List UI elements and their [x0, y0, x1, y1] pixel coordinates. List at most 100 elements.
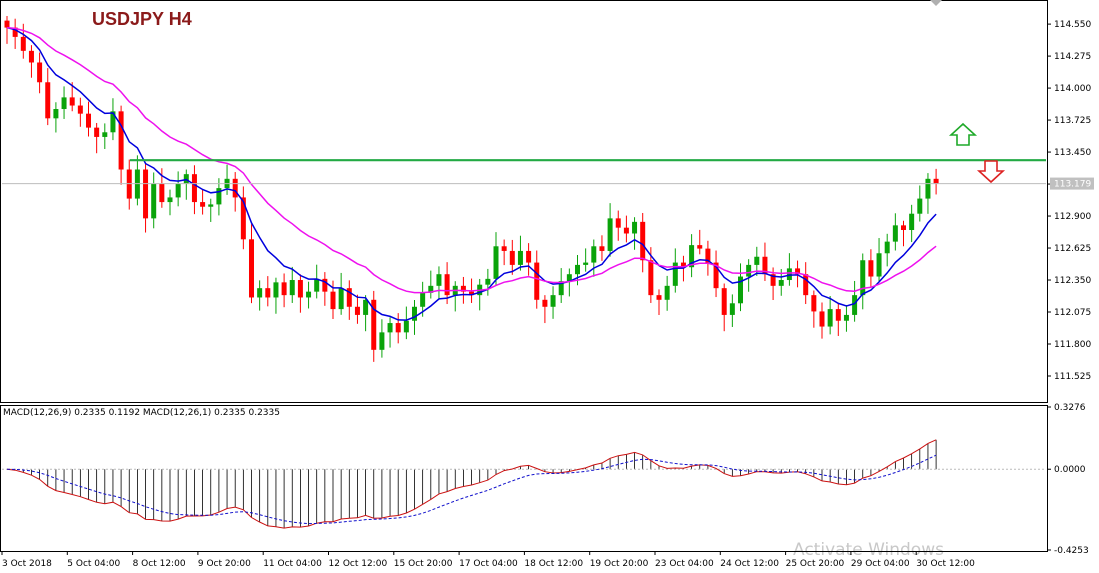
candle-body	[322, 278, 328, 292]
candle	[583, 248, 589, 272]
candle	[933, 168, 939, 195]
candle	[134, 155, 140, 206]
candle-body	[420, 292, 426, 307]
candle-body	[37, 62, 43, 83]
candle	[509, 239, 515, 275]
time-tick-label: 3 Oct 2018	[2, 559, 52, 569]
candle-body	[607, 218, 613, 251]
main-pane	[0, 0, 1048, 403]
candle-body	[208, 204, 214, 207]
candle-body	[200, 202, 206, 207]
candle-body	[746, 264, 752, 277]
candle-body	[436, 274, 442, 286]
candle-body	[151, 183, 157, 219]
candle-body	[110, 111, 116, 133]
candle	[713, 250, 719, 298]
candle	[892, 213, 898, 251]
candle	[493, 232, 499, 286]
candle	[860, 253, 866, 310]
candle-body	[721, 288, 727, 315]
candle	[901, 220, 906, 247]
candle	[45, 68, 51, 126]
candle	[354, 294, 360, 324]
activate-windows-watermark: Activate Windows	[793, 540, 944, 560]
candle	[599, 235, 605, 261]
candle	[224, 164, 230, 195]
candle-body	[346, 288, 352, 307]
candle	[428, 270, 434, 299]
candle-body	[395, 323, 401, 333]
time-tick-label: 30 Oct 12:00	[916, 559, 975, 569]
candle-body	[306, 291, 312, 298]
candle	[501, 239, 507, 266]
candle	[550, 286, 556, 319]
candle-body	[45, 82, 51, 119]
candle	[811, 290, 817, 328]
up-arrow-icon	[948, 122, 978, 146]
candle	[53, 102, 59, 133]
candle-body	[338, 288, 344, 310]
candle	[265, 276, 271, 307]
fast-moving-average-line	[6, 26, 937, 321]
time-tick-label: 19 Oct 20:00	[590, 559, 649, 569]
candle-body	[77, 105, 83, 114]
candle-body	[680, 262, 686, 268]
candle-body	[575, 264, 580, 275]
candle-body	[517, 250, 523, 265]
candle	[697, 229, 703, 255]
candle-body	[770, 274, 776, 286]
candle-body	[754, 256, 760, 265]
scroll-marker-icon[interactable]	[930, 0, 942, 6]
candle-body	[354, 306, 360, 315]
candle-body	[159, 183, 165, 203]
candle-body	[61, 97, 67, 110]
candle	[835, 303, 841, 336]
candle-body	[403, 320, 409, 333]
down-arrow-icon	[976, 160, 1006, 184]
macd-signal-line	[6, 454, 937, 525]
candle	[69, 82, 75, 112]
candle-body	[363, 299, 369, 315]
candle	[852, 280, 858, 322]
candle	[346, 280, 352, 320]
candle-body	[314, 278, 320, 292]
candle	[436, 266, 442, 299]
candle	[403, 306, 409, 340]
candle-body	[558, 281, 564, 296]
candle-body	[28, 50, 34, 63]
candle	[77, 97, 83, 127]
candle	[746, 259, 752, 292]
candle-body	[86, 113, 91, 128]
candle-body	[786, 268, 792, 281]
candle	[289, 266, 295, 303]
candle-body	[330, 291, 336, 310]
candle	[729, 294, 735, 327]
candle-body	[281, 282, 287, 296]
candle-body	[819, 311, 825, 327]
macd-tick-label: 0.0000	[1054, 465, 1086, 475]
macd-indicator-label: MACD(12,26,9) 0.2335 0.1192 MACD(12,26,1…	[3, 408, 280, 418]
price-tick-label: 114.275	[1054, 52, 1091, 62]
candle-body	[526, 250, 532, 263]
candle-body	[892, 225, 898, 242]
candle-body	[493, 246, 499, 279]
candle-body	[672, 262, 678, 286]
candle-body	[53, 109, 59, 119]
candle-body	[412, 306, 417, 321]
candle	[338, 272, 344, 315]
candle-body	[933, 178, 939, 184]
candle	[591, 239, 597, 277]
price-tick-label: 112.900	[1054, 212, 1091, 222]
candle-body	[803, 274, 809, 296]
candle	[786, 253, 792, 286]
candle-body	[795, 268, 801, 275]
price-tick-label: 113.450	[1054, 148, 1091, 158]
time-tick-label: 12 Oct 12:00	[329, 559, 388, 569]
candle	[183, 169, 189, 200]
candle	[672, 248, 678, 293]
candle	[795, 260, 801, 288]
candle-body	[428, 285, 434, 293]
up-arrow-shape	[948, 122, 978, 146]
candle-body	[632, 221, 638, 234]
